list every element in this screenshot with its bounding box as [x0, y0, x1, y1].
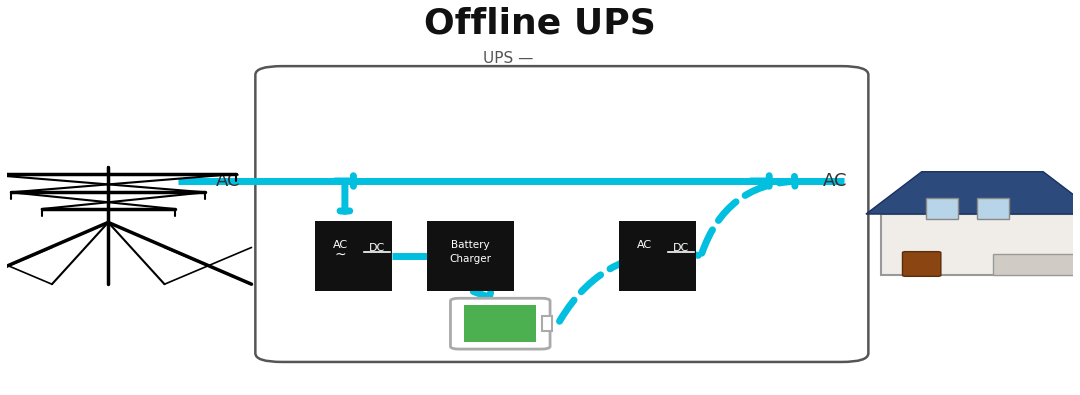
Text: Charger: Charger: [449, 254, 491, 264]
Text: ~: ~: [335, 247, 347, 261]
FancyBboxPatch shape: [881, 214, 1080, 275]
Text: AC: AC: [216, 172, 241, 190]
FancyBboxPatch shape: [926, 198, 958, 219]
FancyBboxPatch shape: [903, 252, 941, 276]
Text: AC: AC: [637, 241, 652, 250]
FancyBboxPatch shape: [464, 305, 536, 342]
FancyBboxPatch shape: [427, 221, 514, 291]
Text: UPS —: UPS —: [483, 51, 534, 66]
FancyBboxPatch shape: [976, 198, 1009, 219]
Text: DC: DC: [673, 243, 689, 253]
FancyBboxPatch shape: [993, 254, 1079, 275]
FancyBboxPatch shape: [541, 316, 552, 331]
Text: AC: AC: [823, 172, 847, 190]
Title: Offline UPS: Offline UPS: [424, 6, 656, 40]
Text: AC: AC: [333, 241, 348, 250]
Text: DC: DC: [368, 243, 384, 253]
FancyBboxPatch shape: [315, 221, 392, 291]
Polygon shape: [866, 172, 1080, 214]
Text: Battery: Battery: [451, 241, 490, 250]
FancyBboxPatch shape: [619, 221, 696, 291]
FancyBboxPatch shape: [450, 298, 550, 349]
